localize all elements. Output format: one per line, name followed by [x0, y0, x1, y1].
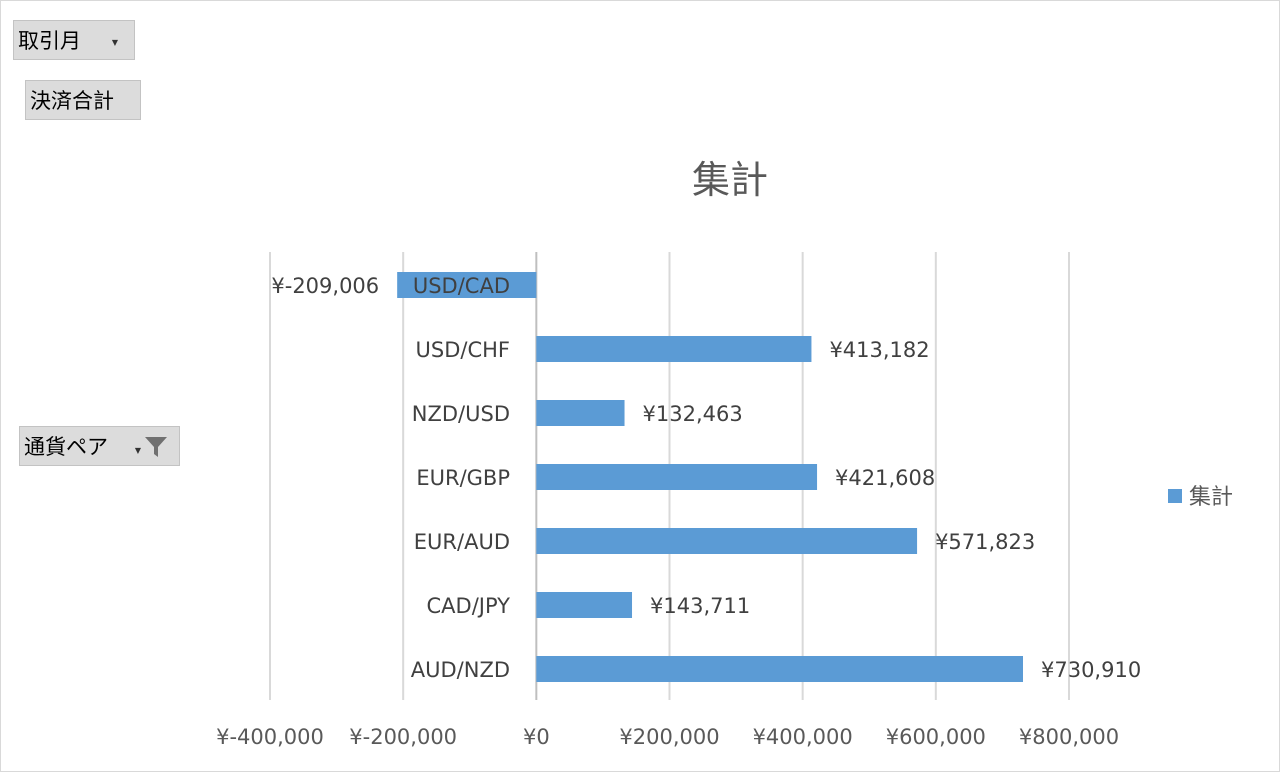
month-field-label: 取引月	[18, 29, 81, 53]
category-label: EUR/GBP	[416, 466, 510, 490]
bar[interactable]	[397, 272, 537, 298]
x-tick-label: ¥200,000	[619, 725, 719, 749]
x-tick-label: ¥600,000	[886, 725, 986, 749]
category-label: NZD/USD	[412, 402, 510, 426]
category-label: EUR/AUD	[414, 530, 510, 554]
chart-title: 集計	[692, 158, 768, 202]
dropdown-caret-icon: ▼	[111, 38, 118, 47]
category-label: CAD/JPY	[427, 594, 511, 618]
bar[interactable]	[536, 464, 818, 490]
category-labels: USD/CAD USD/CHF NZD/USD EUR/GBP EUR/AUD CAD/J…	[411, 274, 510, 682]
bar[interactable]	[536, 656, 1023, 682]
x-tick-label: ¥-200,000	[349, 725, 457, 749]
data-label: ¥421,608	[835, 466, 935, 490]
data-label: ¥143,711	[650, 594, 750, 618]
dropdown-caret-icon: ▼	[134, 446, 141, 455]
category-label: USD/CHF	[416, 338, 510, 362]
filter-icon	[145, 437, 167, 457]
bar[interactable]	[536, 528, 918, 554]
data-label: ¥-209,006	[271, 274, 379, 298]
x-tick-label: ¥-400,000	[216, 725, 324, 749]
category-label: AUD/NZD	[411, 658, 510, 682]
currency-pair-field-label: 通貨ペア	[24, 435, 108, 459]
legend-label: 集計	[1189, 485, 1233, 510]
data-label: ¥413,182	[829, 338, 929, 362]
currency-pair-field-button[interactable]: 通貨ペア ▼	[19, 426, 180, 466]
x-axis-tick-labels: ¥-400,000 ¥-200,000 ¥0 ¥200,000 ¥400,000 ¥600…	[216, 725, 1119, 749]
legend[interactable]: 集計	[1168, 485, 1233, 510]
data-labels: ¥-209,006 ¥413,182 ¥132,463 ¥421,608 ¥571,82…	[271, 274, 1141, 682]
bar[interactable]	[536, 336, 812, 362]
category-label: USD/CAD	[413, 274, 510, 298]
sum-field-button[interactable]: 決済合計	[25, 80, 141, 120]
bar[interactable]	[536, 400, 625, 426]
bars	[397, 272, 1023, 682]
legend-swatch	[1168, 489, 1182, 503]
data-label: ¥730,910	[1041, 658, 1141, 682]
data-label: ¥571,823	[935, 530, 1035, 554]
data-label: ¥132,463	[643, 402, 743, 426]
sum-field-label: 決済合計	[30, 89, 114, 113]
bar[interactable]	[536, 592, 633, 618]
x-tick-label: ¥0	[523, 725, 550, 749]
x-tick-label: ¥800,000	[1019, 725, 1119, 749]
x-tick-label: ¥400,000	[753, 725, 853, 749]
month-field-button[interactable]: 取引月 ▼	[13, 20, 135, 60]
